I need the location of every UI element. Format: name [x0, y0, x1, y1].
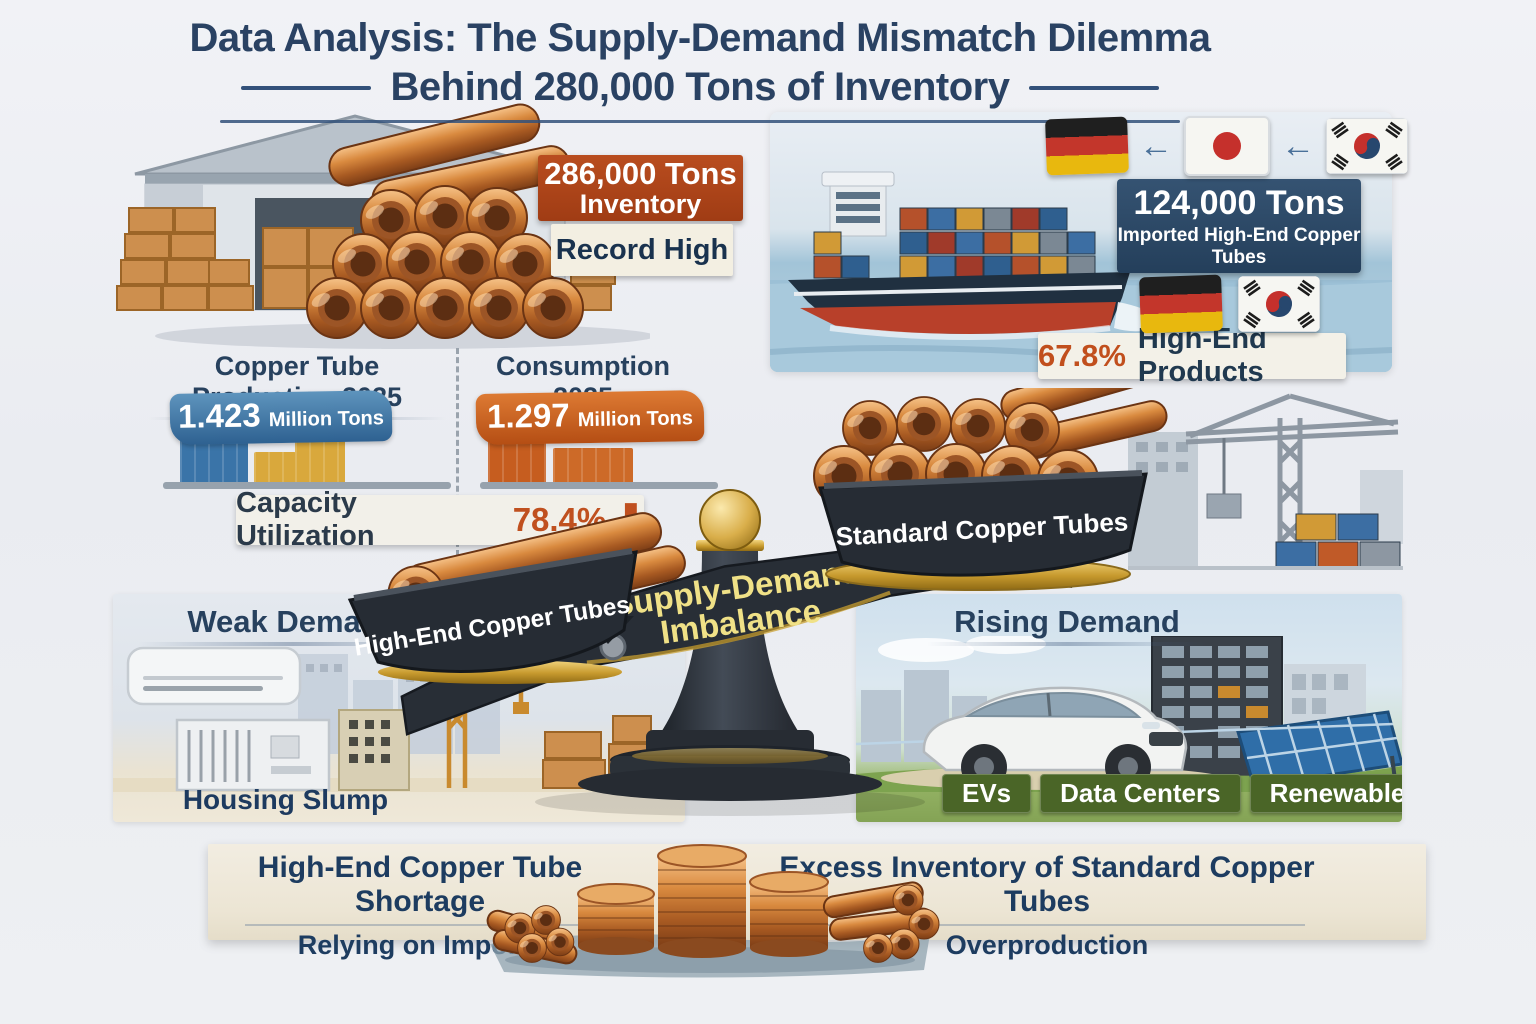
production-value: 1.423	[177, 396, 261, 435]
summary-right-title: Excess Inventory of Standard Copper Tube…	[779, 851, 1315, 918]
tag-renewable-energy: Renewable Energy	[1249, 774, 1402, 813]
share-value: 67.8%	[1038, 338, 1126, 373]
consumption-bar-base	[480, 482, 718, 489]
record-high-badge: Record High	[551, 224, 733, 276]
inventory-label: Inventory	[579, 189, 702, 220]
source-country-flags	[1139, 274, 1320, 334]
ac-outdoor-unit-icon	[175, 718, 331, 792]
warehouse-illustration	[116, 103, 650, 349]
ship-containers-icon	[813, 207, 1096, 279]
balance-scale-illustration: Supply-Demand Imbalance High-End Copper …	[347, 388, 1168, 816]
ac-indoor-unit-icon	[126, 646, 302, 706]
import-route-flags: ← ←	[1045, 116, 1408, 176]
japan-flag-icon	[1184, 116, 1270, 176]
summary-right: Excess Inventory of Standard Copper Tube…	[767, 851, 1327, 961]
capacity-label: Capacity Utilization	[236, 487, 375, 552]
title-underline	[220, 120, 1180, 123]
ship-superstructure-icon	[821, 171, 895, 237]
production-bar-base	[163, 482, 451, 489]
summary-left: High-End Copper Tube Shortage Relying on…	[230, 851, 610, 961]
rising-demand-panel: Rising Demand	[856, 594, 1402, 822]
container-stack-icon	[1275, 513, 1401, 569]
copper-stock-illustration	[486, 844, 940, 978]
apartment-building-icon	[338, 709, 410, 791]
consumption-bar-secondary	[553, 448, 633, 484]
germany-flag-icon	[1045, 116, 1129, 176]
summary-right-subtitle: Overproduction	[945, 930, 1149, 960]
share-label: High-End Products	[1137, 323, 1267, 388]
rising-demand-header: Rising Demand	[927, 604, 1207, 646]
germany-flag-icon	[1139, 274, 1223, 334]
section-divider	[456, 348, 459, 556]
summary-left-title: High-End Copper Tube Shortage	[257, 851, 583, 918]
title-dash-right	[1029, 85, 1160, 90]
title-line1: Data Analysis: The Supply-Demand Mismatc…	[189, 16, 1211, 60]
left-scale-pan: High-End Copper Tubes	[347, 512, 686, 684]
tag-data-centers: Data Centers	[1040, 774, 1241, 813]
left-arrow-icon: ←	[1139, 127, 1173, 165]
copper-tube-bundle-icon	[822, 881, 940, 963]
high-end-share-badge: 67.8% High-End Products	[1038, 323, 1346, 388]
south-korea-flag-icon	[1238, 276, 1320, 332]
left-arrow-icon: ←	[1281, 127, 1315, 165]
tag-evs: EVs	[942, 774, 1032, 813]
right-scale-pan: Standard Copper Tubes	[813, 388, 1168, 591]
scale-finial-ball-icon	[699, 489, 761, 551]
housing-slump-label: Housing Slump	[182, 784, 389, 815]
imports-value: 124,000 Tons	[1133, 184, 1345, 223]
production-bar-secondary	[295, 438, 345, 484]
title-line2-row: Behind 280,000 Tons of Inventory	[0, 65, 1400, 110]
inventory-value: 286,000 Tons	[544, 155, 737, 191]
title-dash-left	[240, 85, 371, 90]
copper-coil-stack-icon	[577, 844, 829, 958]
ev-car-icon	[922, 686, 1188, 790]
title-line2: Behind 280,000 Tons of Inventory	[390, 65, 1010, 109]
summary-left-divider	[245, 924, 595, 926]
capacity-utilization-card: Capacity Utilization 78.4%	[236, 487, 644, 552]
production-bar-secondary	[254, 452, 296, 484]
imports-label: Imported High-End Copper Tubes	[1117, 225, 1361, 268]
demand-tags: EVs Data Centers Renewable Energy	[942, 774, 1402, 813]
inventory-badge: 286,000 Tons Inventory	[538, 155, 743, 221]
page-title: Data Analysis: The Supply-Demand Mismatc…	[0, 16, 1400, 123]
standard-tubes-icon	[813, 388, 1168, 511]
copper-tube-bundle-icon	[486, 905, 578, 965]
summary-right-divider	[789, 924, 1305, 926]
imports-badge: 124,000 Tons Imported High-End Copper Tu…	[1117, 179, 1361, 273]
south-korea-flag-icon	[1326, 118, 1408, 174]
